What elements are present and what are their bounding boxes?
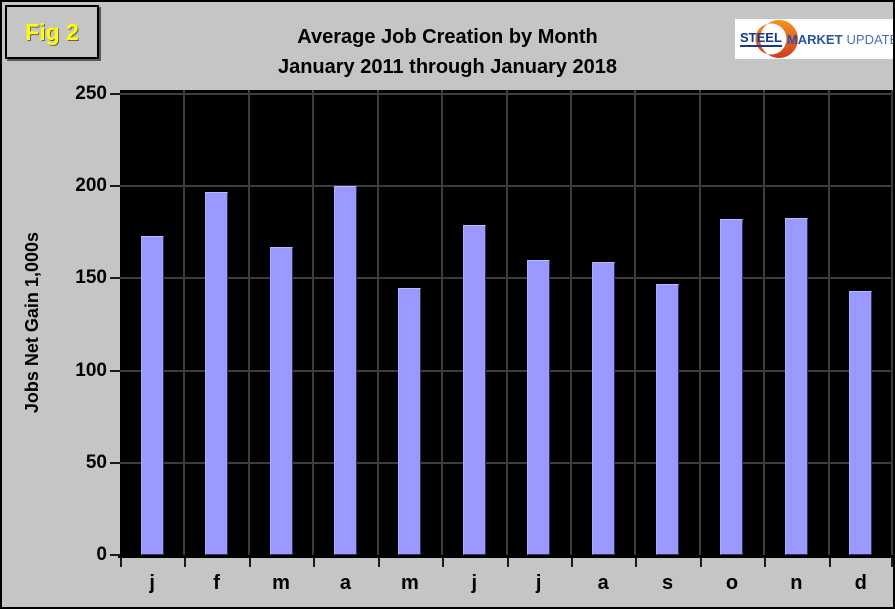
x-category-label: j	[149, 572, 155, 594]
x-axis-line	[118, 555, 893, 558]
x-tick-mark	[635, 558, 638, 567]
gridline-vertical	[183, 90, 186, 555]
x-category-label: d	[854, 572, 867, 594]
bar	[333, 186, 357, 555]
x-tick-mark	[377, 558, 380, 567]
gridline-vertical	[376, 90, 379, 555]
x-tick-mark	[828, 558, 831, 567]
bar	[720, 219, 744, 555]
gridline-vertical	[698, 90, 701, 555]
bar	[205, 192, 229, 555]
gridline-vertical	[634, 90, 637, 555]
gridline-vertical	[247, 90, 250, 555]
x-tick-mark	[699, 558, 702, 567]
x-tick-mark	[184, 558, 187, 567]
y-tick-mark	[110, 461, 120, 464]
y-tick-label: 150	[75, 267, 107, 289]
x-category-label: a	[339, 572, 352, 594]
y-tick-label: 50	[85, 451, 107, 473]
x-tick-mark	[313, 558, 316, 567]
figure-label-box: Fig 2	[5, 5, 99, 59]
logo-market-text: MARKET	[786, 31, 843, 47]
x-tick-mark	[506, 558, 509, 567]
x-tick-mark	[248, 558, 251, 567]
chart-title-block: Average Job Creation by Month January 20…	[2, 22, 893, 82]
x-tick-mark	[120, 558, 122, 567]
x-category-label: m	[272, 572, 290, 594]
x-category-label: j	[535, 572, 542, 594]
bar	[591, 262, 615, 555]
x-category-label: o	[725, 572, 739, 594]
steel-market-update-logo: STEEL MARKET UPDATE	[735, 19, 895, 59]
gridline-vertical	[312, 90, 315, 555]
y-tick-label: 0	[96, 544, 107, 565]
y-tick-label: 200	[75, 175, 107, 197]
x-category-label: m	[400, 572, 419, 594]
y-axis-title: Jobs Net Gain 1,000s	[21, 231, 42, 414]
x-category-label: j	[471, 572, 478, 594]
logo-text: STEEL MARKET UPDATE	[735, 19, 895, 59]
y-tick-label: 100	[75, 359, 107, 381]
bar	[784, 218, 808, 555]
bar	[269, 247, 293, 555]
x-tick-mark	[442, 558, 445, 567]
gridline-vertical	[569, 90, 572, 555]
y-tick-mark	[110, 93, 120, 95]
bar	[462, 225, 486, 555]
gridline-vertical	[827, 90, 830, 555]
logo-update-text: UPDATE	[846, 31, 895, 47]
gridline-vertical	[763, 90, 766, 555]
gridline-vertical	[891, 90, 893, 555]
x-category-label: f	[213, 572, 220, 594]
bar	[140, 236, 164, 555]
plot-area	[120, 90, 893, 555]
x-category-label: a	[597, 572, 609, 594]
logo-crescent-icon	[755, 20, 799, 58]
y-tick-mark	[110, 185, 120, 188]
y-tick-mark	[110, 554, 120, 556]
bar	[527, 260, 551, 555]
y-tick-mark	[110, 277, 120, 280]
bar	[398, 288, 422, 555]
x-category-label: n	[790, 572, 803, 594]
x-tick-mark	[891, 558, 893, 567]
chart-subtitle: January 2011 through January 2018	[277, 56, 618, 78]
bar	[849, 291, 873, 555]
x-tick-mark	[764, 558, 767, 567]
gridline-vertical	[441, 90, 444, 555]
x-category-label: s	[661, 572, 674, 594]
chart-title: Average Job Creation by Month	[297, 26, 598, 48]
y-tick-label: 250	[75, 83, 107, 104]
y-tick-mark	[110, 369, 120, 372]
gridline-vertical	[505, 90, 508, 555]
bar	[656, 284, 680, 555]
figure-label: Fig 2	[25, 18, 79, 45]
logo-steel-text: STEEL	[740, 30, 782, 47]
x-tick-mark	[570, 558, 573, 567]
